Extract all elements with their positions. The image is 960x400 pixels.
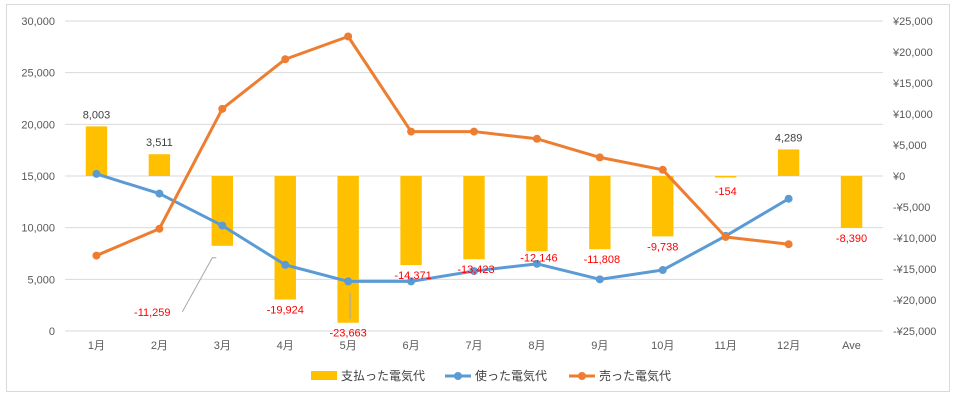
left-axis: 0 5,000 10,000 15,000 20,000 25,000 30,000 <box>21 16 55 338</box>
right-tick-label: -¥5,000 <box>893 202 930 214</box>
bar-data-label: -14,371 <box>394 270 431 282</box>
bar-series <box>85 126 863 323</box>
category-label: 1月 <box>88 340 105 352</box>
data-point <box>344 277 353 286</box>
category-label: Ave <box>842 340 861 352</box>
bar-data-label: -19,924 <box>267 305 304 317</box>
bar <box>777 149 800 176</box>
data-point <box>92 251 101 260</box>
x-axis: 1月 2月 3月 4月 5月 6月 7月 8月 9月 10月 11月 12月 Ave <box>88 340 861 352</box>
data-point <box>155 189 164 198</box>
legend-marker <box>578 372 586 380</box>
bar-data-label: -13,423 <box>457 264 494 276</box>
left-tick-label: 30,000 <box>21 16 55 28</box>
legend-label: 支払った電気代 <box>341 368 425 383</box>
right-tick-label: ¥25,000 <box>892 16 933 28</box>
category-label: 6月 <box>403 340 420 352</box>
right-axis: -¥25,000 -¥20,000 -¥15,000 -¥10,000 -¥5,000 ¥… <box>892 16 936 338</box>
right-tick-label: ¥0 <box>892 171 905 183</box>
legend-marker <box>454 372 462 380</box>
right-tick-label: ¥10,000 <box>892 109 933 121</box>
left-tick-label: 0 <box>49 326 55 338</box>
data-point <box>281 55 290 64</box>
right-tick-label: ¥5,000 <box>892 140 927 152</box>
legend-label: 使った電気代 <box>475 368 547 383</box>
category-label: 12月 <box>777 340 800 352</box>
category-label: 8月 <box>528 340 545 352</box>
legend-label: 売った電気代 <box>599 368 671 383</box>
data-point <box>595 153 604 162</box>
bar-data-label: -8,390 <box>836 233 867 245</box>
bar-data-label: 8,003 <box>83 109 111 121</box>
chart-frame: 0 5,000 10,000 15,000 20,000 25,000 30,000 -¥2… <box>6 4 950 392</box>
data-point <box>281 260 290 269</box>
bar <box>85 126 108 176</box>
category-label: 10月 <box>651 340 674 352</box>
data-point <box>155 224 164 233</box>
data-point <box>92 169 101 178</box>
legend-swatch <box>311 371 337 380</box>
bar <box>652 176 674 237</box>
category-label: 4月 <box>277 340 294 352</box>
combo-chart: 0 5,000 10,000 15,000 20,000 25,000 30,000 -¥2… <box>21 16 936 383</box>
bar-data-label: -12,146 <box>520 252 557 264</box>
left-tick-label: 25,000 <box>21 68 55 80</box>
right-tick-label: -¥20,000 <box>893 295 936 307</box>
category-label: 9月 <box>591 340 608 352</box>
bar <box>148 154 171 176</box>
data-point <box>721 232 730 241</box>
bar <box>337 176 359 323</box>
bar <box>400 176 422 266</box>
right-tick-label: -¥10,000 <box>893 233 936 245</box>
bar <box>526 176 548 252</box>
data-point <box>595 275 604 284</box>
category-label: 11月 <box>714 340 736 352</box>
category-label: 2月 <box>151 340 168 352</box>
data-point <box>784 240 793 249</box>
bar <box>274 176 296 300</box>
series-line <box>94 35 791 258</box>
left-tick-label: 10,000 <box>21 223 55 235</box>
data-point <box>658 266 667 275</box>
bar <box>589 176 611 250</box>
category-label: 7月 <box>465 340 482 352</box>
left-tick-label: 15,000 <box>21 171 55 183</box>
bar-data-label: -23,663 <box>329 328 366 340</box>
right-tick-label: -¥15,000 <box>893 264 936 276</box>
bar <box>840 176 863 229</box>
category-label: 5月 <box>340 340 357 352</box>
data-point <box>218 104 227 113</box>
bar-data-label: 3,511 <box>146 137 173 149</box>
data-point <box>407 127 416 136</box>
bar-data-label: -9,738 <box>647 241 678 253</box>
bar-data-label: -11,808 <box>584 254 621 266</box>
line-series <box>92 32 793 286</box>
bar-data-label: 4,289 <box>775 132 803 144</box>
data-point <box>784 194 793 203</box>
leader-line <box>181 257 217 313</box>
data-point <box>532 259 541 268</box>
right-tick-label: ¥15,000 <box>892 78 933 90</box>
data-point <box>532 134 541 143</box>
data-point <box>658 165 667 174</box>
category-label: 3月 <box>214 340 231 352</box>
bar-data-labels: 8,003 3,511 -11,259 -19,924 -23,663 -14,371 -1… <box>83 109 867 339</box>
data-point <box>470 127 478 136</box>
bar-data-label: -154 <box>715 186 737 198</box>
legend: 支払った電気代 使った電気代 売った電気代 <box>311 368 671 383</box>
bar <box>714 176 737 178</box>
data-point <box>218 221 227 230</box>
left-tick-label: 20,000 <box>21 119 55 131</box>
right-tick-label: -¥25,000 <box>893 326 936 338</box>
data-point <box>470 267 478 276</box>
bar-data-label: -11,259 <box>134 307 171 319</box>
data-point <box>407 277 416 286</box>
right-tick-label: ¥20,000 <box>892 47 933 59</box>
bar <box>211 176 234 246</box>
data-point <box>344 32 353 41</box>
left-tick-label: 5,000 <box>27 274 55 286</box>
bar <box>463 176 485 260</box>
series-line <box>94 172 791 283</box>
